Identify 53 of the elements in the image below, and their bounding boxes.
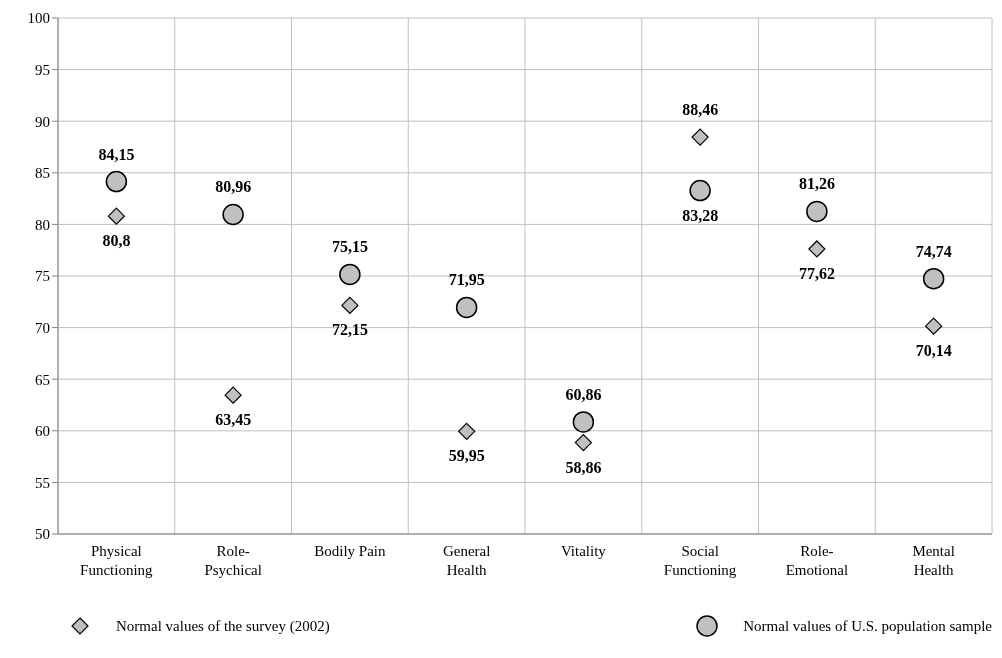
x-tick-label: Social Functioning [663,543,737,578]
x-tick-label: Physical Functioning [80,543,154,578]
point [222,203,244,226]
point [107,207,125,225]
x-tick-label: Role-Psychical [204,543,262,578]
data-label: 81,26 [798,175,835,193]
y-tick-label: 85 [35,165,50,182]
point [455,296,478,319]
x-tick-label: General Health [442,543,491,578]
x-tick-label: Vitality [560,543,607,559]
x-tick-label: Mental Health [912,543,955,578]
y-tick-label: 60 [35,423,50,440]
data-label: 83,28 [682,206,719,224]
data-label: 58,86 [565,458,602,476]
data-label: 59,95 [448,447,485,465]
y-tick-label: 80 [35,216,50,233]
point [691,128,709,146]
data-label: 80,8 [102,232,131,250]
data-label: 72,15 [331,321,368,339]
point [341,296,359,315]
point [105,170,128,193]
data-label: 63,45 [215,411,252,429]
point [806,200,828,223]
data-label: 70,14 [915,342,952,360]
data-label: 84,15 [98,145,135,163]
data-label: 71,95 [448,271,485,289]
point [572,411,595,433]
y-tick-label: 50 [35,526,50,543]
data-label: 74,74 [915,242,952,260]
y-tick-label: 70 [35,319,50,336]
y-tick-label: 75 [35,268,50,285]
x-tick-label: Bodily Pain [314,543,386,559]
point [922,267,945,290]
point [574,433,592,452]
data-label: 77,62 [798,264,835,282]
y-tick-label: 65 [35,371,50,388]
point [689,179,711,202]
data-label: 80,96 [215,178,252,196]
data-label: 88,46 [682,101,719,119]
y-tick-label: 55 [35,474,50,491]
point [458,422,476,440]
point [339,263,361,286]
y-tick-label: 90 [35,113,50,130]
legend-label: Normal values of the survey (2002) [116,617,330,635]
y-tick-label: 100 [27,10,50,27]
point [808,240,826,258]
data-label: 60,86 [565,385,602,403]
point [224,386,242,404]
legend-label: Normal values of U.S. population sample [743,617,992,635]
data-label: 75,15 [331,238,368,256]
y-tick-label: 95 [35,61,50,78]
point [925,317,943,335]
x-tick-label: Role-Emotional [785,543,849,578]
